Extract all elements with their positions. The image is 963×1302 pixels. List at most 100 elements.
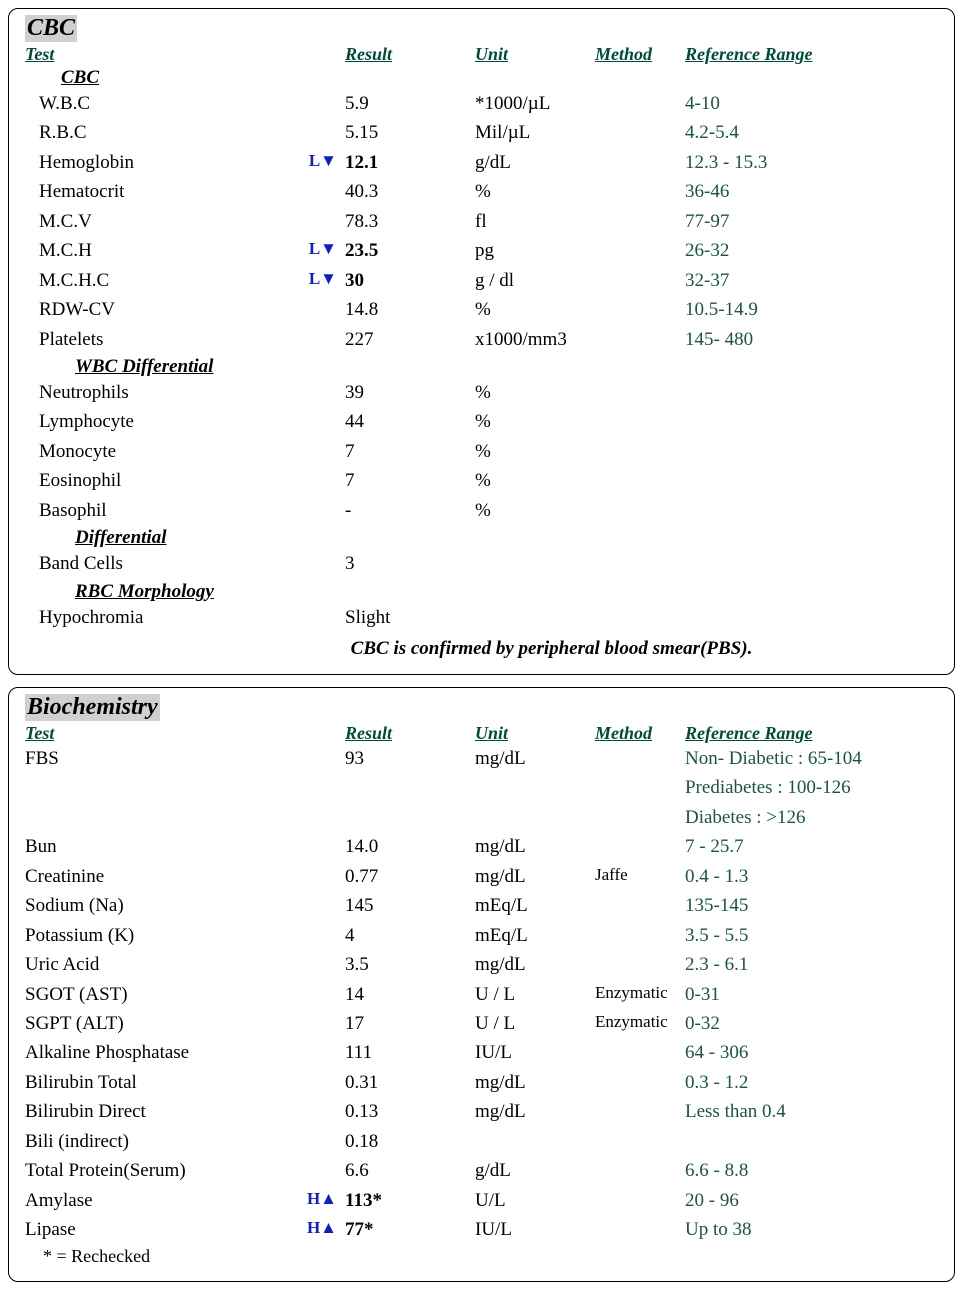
test-name: M.C.H.C bbox=[25, 266, 305, 295]
flag-indicator: L▼ bbox=[305, 148, 345, 174]
result-value: 40.3 bbox=[345, 177, 475, 206]
table-row: Alkaline Phosphatase111IU/L64 - 306 bbox=[25, 1038, 938, 1067]
bio-panel: Biochemistry Test Result Unit Method Ref… bbox=[8, 687, 955, 1282]
table-row: SGOT (AST)14U / LEnzymatic0-31 bbox=[25, 980, 938, 1009]
result-value: 14.0 bbox=[345, 832, 475, 861]
test-name: M.C.H bbox=[25, 236, 305, 265]
result-value: 0.31 bbox=[345, 1068, 475, 1097]
test-name: Hemoglobin bbox=[25, 148, 305, 177]
result-value: 3.5 bbox=[345, 950, 475, 979]
flag-indicator: H▲ bbox=[305, 1215, 345, 1241]
unit-value: % bbox=[475, 378, 595, 407]
result-value: 77* bbox=[345, 1215, 475, 1244]
table-row: LipaseH▲77*IU/LUp to 38 bbox=[25, 1215, 938, 1244]
table-row: Bilirubin Direct0.13mg/dLLess than 0.4 bbox=[25, 1097, 938, 1126]
table-row: Band Cells3 bbox=[25, 549, 938, 578]
col-unit: Unit bbox=[475, 723, 595, 744]
cbc-title: CBC bbox=[25, 15, 77, 42]
table-row: Bili (indirect)0.18 bbox=[25, 1127, 938, 1156]
test-name: Hematocrit bbox=[25, 177, 305, 206]
test-name: Bilirubin Total bbox=[25, 1068, 305, 1097]
test-name: R.B.C bbox=[25, 118, 305, 147]
reference-range: 4.2-5.4 bbox=[685, 118, 938, 147]
test-name: SGOT (AST) bbox=[25, 980, 305, 1009]
result-value: 5.9 bbox=[345, 89, 475, 118]
test-name: Amylase bbox=[25, 1186, 305, 1215]
group-heading: CBC bbox=[61, 67, 938, 89]
result-value: 78.3 bbox=[345, 207, 475, 236]
col-method: Method bbox=[595, 723, 685, 744]
group-heading: Differential bbox=[75, 527, 938, 549]
test-name: Potassium (K) bbox=[25, 921, 305, 950]
table-row: Eosinophil7% bbox=[25, 466, 938, 495]
table-row: Neutrophils39% bbox=[25, 378, 938, 407]
reference-range: 20 - 96 bbox=[685, 1186, 938, 1215]
table-row: Potassium (K)4mEq/L3.5 - 5.5 bbox=[25, 921, 938, 950]
result-value: 93 bbox=[345, 744, 475, 773]
col-test: Test bbox=[25, 44, 305, 65]
col-unit: Unit bbox=[475, 44, 595, 65]
table-row: R.B.C5.15Mil/µL4.2-5.4 bbox=[25, 118, 938, 147]
reference-range: 77-97 bbox=[685, 207, 938, 236]
result-value: 7 bbox=[345, 437, 475, 466]
reference-range: 3.5 - 5.5 bbox=[685, 921, 938, 950]
test-name: Uric Acid bbox=[25, 950, 305, 979]
reference-range: 10.5-14.9 bbox=[685, 295, 938, 324]
reference-range: 6.6 - 8.8 bbox=[685, 1156, 938, 1185]
result-value: 5.15 bbox=[345, 118, 475, 147]
unit-value: IU/L bbox=[475, 1038, 595, 1067]
unit-value: IU/L bbox=[475, 1215, 595, 1244]
table-row: Lymphocyte44% bbox=[25, 407, 938, 436]
table-row: SGPT (ALT)17U / LEnzymatic0-32 bbox=[25, 1009, 938, 1038]
test-name: Creatinine bbox=[25, 862, 305, 891]
unit-value: *1000/µL bbox=[475, 89, 595, 118]
unit-value: mg/dL bbox=[475, 1097, 595, 1126]
reference-range: 0.3 - 1.2 bbox=[685, 1068, 938, 1097]
table-row: Hematocrit40.3%36-46 bbox=[25, 177, 938, 206]
col-ref: Reference Range bbox=[685, 44, 938, 65]
rechecked-note: * = Rechecked bbox=[43, 1246, 938, 1267]
test-name: M.C.V bbox=[25, 207, 305, 236]
unit-value: mg/dL bbox=[475, 862, 595, 891]
result-value: 44 bbox=[345, 407, 475, 436]
col-result: Result bbox=[345, 723, 475, 744]
reference-range: 145- 480 bbox=[685, 325, 938, 354]
test-name: Lymphocyte bbox=[25, 407, 305, 436]
col-flag-spacer bbox=[305, 44, 345, 65]
unit-value: % bbox=[475, 437, 595, 466]
unit-value: mg/dL bbox=[475, 950, 595, 979]
reference-range: 0-31 bbox=[685, 980, 938, 1009]
reference-range: Non- Diabetic : 65-104 Prediabetes : 100… bbox=[685, 744, 938, 832]
test-name: RDW-CV bbox=[25, 295, 305, 324]
flag-indicator: H▲ bbox=[305, 1186, 345, 1212]
table-row: M.C.H.CL▼30g / dl32-37 bbox=[25, 266, 938, 295]
result-value: 14 bbox=[345, 980, 475, 1009]
table-row: M.C.V78.3fl77-97 bbox=[25, 207, 938, 236]
test-name: Total Protein(Serum) bbox=[25, 1156, 305, 1185]
bio-title: Biochemistry bbox=[25, 694, 160, 721]
cbc-headers: Test Result Unit Method Reference Range bbox=[25, 44, 938, 65]
result-value: 3 bbox=[345, 549, 475, 578]
unit-value: U / L bbox=[475, 1009, 595, 1038]
reference-range: 26-32 bbox=[685, 236, 938, 265]
table-row: Creatinine0.77mg/dLJaffe0.4 - 1.3 bbox=[25, 862, 938, 891]
table-row: M.C.HL▼23.5pg26-32 bbox=[25, 236, 938, 265]
test-name: Bilirubin Direct bbox=[25, 1097, 305, 1126]
table-row: Total Protein(Serum)6.6g/dL6.6 - 8.8 bbox=[25, 1156, 938, 1185]
result-value: 111 bbox=[345, 1038, 475, 1067]
method-value: Enzymatic bbox=[595, 1009, 685, 1035]
reference-range: 36-46 bbox=[685, 177, 938, 206]
table-row: Basophil-% bbox=[25, 496, 938, 525]
group-heading: RBC Morphology bbox=[75, 581, 938, 603]
test-name: Lipase bbox=[25, 1215, 305, 1244]
reference-range: 2.3 - 6.1 bbox=[685, 950, 938, 979]
unit-value: g/dL bbox=[475, 1156, 595, 1185]
result-value: 0.18 bbox=[345, 1127, 475, 1156]
unit-value: % bbox=[475, 466, 595, 495]
table-row: W.B.C5.9*1000/µL4-10 bbox=[25, 89, 938, 118]
method-value: Jaffe bbox=[595, 862, 685, 888]
col-ref: Reference Range bbox=[685, 723, 938, 744]
reference-range: 0-32 bbox=[685, 1009, 938, 1038]
table-row: AmylaseH▲113*U/L20 - 96 bbox=[25, 1186, 938, 1215]
result-value: 0.77 bbox=[345, 862, 475, 891]
